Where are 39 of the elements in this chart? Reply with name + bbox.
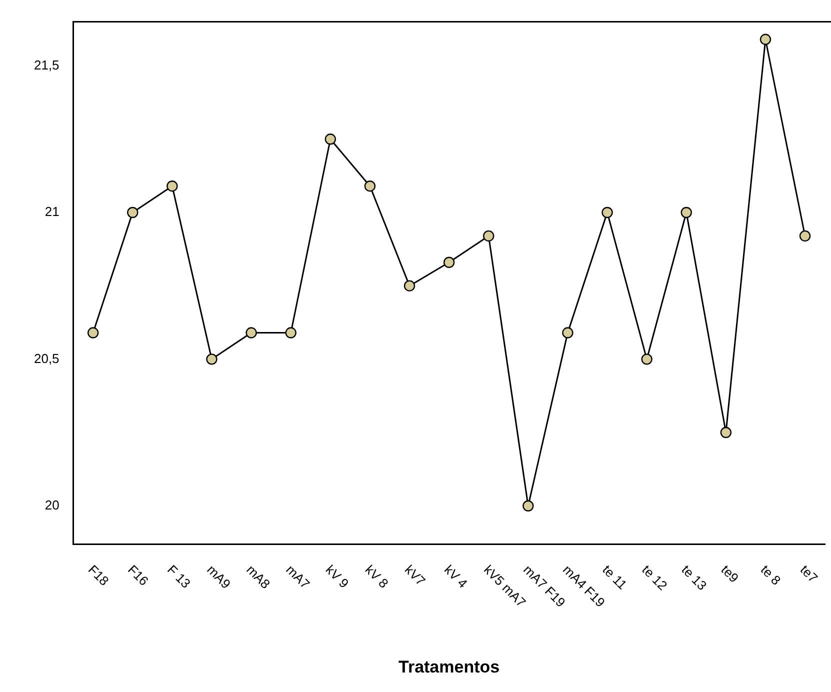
point: [324, 134, 336, 145]
point: [443, 256, 455, 268]
y-tick-label: 20,5: [34, 350, 60, 366]
x-tick-label: F 13: [164, 562, 194, 592]
point: [364, 180, 376, 192]
point: [720, 426, 732, 438]
point: [246, 327, 257, 338]
x-tick-label: te 11: [600, 562, 630, 592]
x-axis-title: Tratamentos: [398, 657, 500, 676]
x-tick-label: te 8: [758, 562, 784, 588]
point: [206, 354, 218, 365]
x-tick-label: te9: [718, 562, 742, 586]
point: [641, 354, 652, 365]
x-tick-label: F16: [124, 562, 152, 588]
point: [404, 280, 416, 292]
x-tick-label: kV 4: [441, 562, 470, 592]
point: [285, 327, 296, 338]
point: [680, 206, 692, 218]
x-tick-label: mA7: [283, 562, 313, 592]
x-tick-label: te 13: [678, 562, 710, 594]
point: [127, 206, 138, 218]
x-tick-label: te 12: [639, 562, 670, 594]
x-tick-label: kV7: [402, 562, 428, 588]
x-tick-label: kV 8: [362, 562, 392, 592]
point: [87, 327, 99, 338]
point: [483, 230, 494, 242]
point: [166, 180, 178, 192]
x-tick-label: te7: [797, 562, 821, 586]
point: [799, 230, 811, 242]
point: [522, 500, 534, 512]
x-tick-label: F18: [85, 562, 112, 588]
point: [760, 34, 772, 45]
y-tick-label: 21: [44, 204, 60, 220]
y-tick-label: 20: [44, 497, 60, 512]
x-tick-label: mA9: [204, 562, 234, 592]
point: [602, 206, 613, 218]
y-tick-label: 21,5: [34, 57, 60, 72]
x-tick-label: kV 9: [322, 562, 352, 592]
point: [562, 327, 574, 338]
